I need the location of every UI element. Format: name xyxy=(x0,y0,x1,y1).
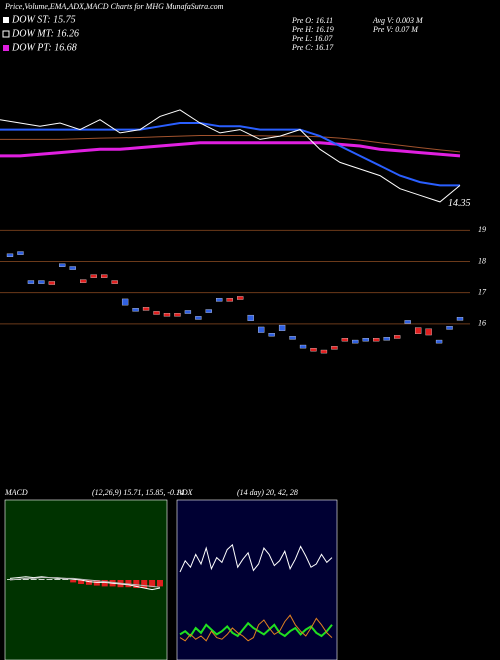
macd-title: MACD xyxy=(4,488,28,497)
candle-body xyxy=(27,280,35,284)
legend-swatch xyxy=(2,30,10,38)
dow-label: DOW PT: 16.68 xyxy=(11,42,77,53)
histogram-bar xyxy=(38,579,45,580)
histogram-bar xyxy=(141,580,148,588)
candle-body xyxy=(299,344,307,349)
candle-body xyxy=(446,326,453,330)
candle-body xyxy=(174,313,181,317)
histogram-bar xyxy=(30,579,37,580)
page-title: Price,Volume,EMA,ADX,MACD Charts for MHG… xyxy=(4,2,224,11)
candle-body xyxy=(278,324,286,331)
y-tick-label: 18 xyxy=(478,256,486,265)
histogram-bar xyxy=(78,580,85,584)
pre-label: Pre H: 16.19 xyxy=(291,25,334,34)
y-tick-label: 17 xyxy=(478,288,487,297)
candle-body xyxy=(310,347,317,352)
candle-body xyxy=(153,311,160,315)
candle-body xyxy=(341,338,349,342)
series-line xyxy=(0,109,461,203)
dow-label: DOW MT: 16.26 xyxy=(11,28,79,39)
candle-body xyxy=(69,266,76,270)
candle-body xyxy=(59,263,66,267)
series-line xyxy=(9,577,161,588)
macd-params: (12,26,9) 15.71, 15.85, -0.14 xyxy=(92,488,184,497)
pre-label: Pre O: 16.11 xyxy=(291,16,333,25)
adx-params: (14 day) 20, 42, 28 xyxy=(237,488,298,497)
candle-body xyxy=(237,296,244,300)
histogram-bar xyxy=(62,579,69,580)
series-line xyxy=(0,135,461,153)
candle-body xyxy=(38,280,45,284)
candle-body xyxy=(352,339,359,344)
candle-body xyxy=(163,313,171,317)
dow-label: DOW ST: 15.75 xyxy=(11,14,76,25)
candle-body xyxy=(184,310,192,314)
candle-body xyxy=(121,298,129,306)
series-line xyxy=(179,543,333,573)
histogram-bar xyxy=(22,579,29,580)
histogram-bar xyxy=(46,579,53,580)
candle-body xyxy=(435,339,443,344)
series-line xyxy=(179,621,333,638)
series-line xyxy=(179,614,333,642)
candle-body xyxy=(205,309,212,313)
series-line xyxy=(0,122,460,187)
candle-body xyxy=(226,298,233,302)
candle-body xyxy=(111,280,118,284)
annotation-label: 14.35 xyxy=(448,198,471,209)
candle-body xyxy=(289,336,296,340)
histogram-bar xyxy=(133,580,140,588)
y-tick-label: 16 xyxy=(478,319,486,328)
candle-body xyxy=(383,337,390,341)
candle-body xyxy=(425,328,432,336)
pre-label: Pre L: 16.07 xyxy=(291,34,333,43)
candle-body xyxy=(414,327,422,334)
histogram-bar xyxy=(85,580,92,585)
pre-label: Pre C: 16.17 xyxy=(291,43,334,52)
candle-body xyxy=(331,346,338,350)
candle-body xyxy=(48,281,56,285)
adx-title: ADX xyxy=(176,488,194,497)
y-tick-label: 19 xyxy=(478,225,486,234)
candle-body xyxy=(320,349,328,354)
candle-body xyxy=(404,320,411,324)
candle-body xyxy=(6,253,14,257)
legend-swatch xyxy=(3,17,9,23)
histogram-bar xyxy=(70,580,77,583)
candle-body xyxy=(132,308,139,312)
candle-body xyxy=(216,298,223,302)
candle-body xyxy=(80,279,87,283)
adx-panel xyxy=(176,499,338,660)
candle-body xyxy=(90,274,97,278)
candle-body xyxy=(247,314,254,321)
series-line xyxy=(0,141,461,158)
candle-body xyxy=(101,274,108,278)
candle-body xyxy=(142,307,150,311)
series-line xyxy=(9,576,161,591)
histogram-bar xyxy=(157,580,163,587)
histogram-bar xyxy=(101,580,108,587)
volume-label: Pre V: 0.07 M xyxy=(372,25,419,34)
histogram-bar xyxy=(149,580,156,588)
volume-label: Avg V: 0.003 M xyxy=(372,16,424,25)
histogram-bar xyxy=(54,579,61,580)
candle-body xyxy=(17,251,24,255)
candle-body xyxy=(373,338,380,342)
candle-body xyxy=(195,316,202,320)
candle-body xyxy=(394,335,401,339)
candle-body xyxy=(268,333,275,337)
legend-swatch xyxy=(3,45,9,51)
candle-body xyxy=(362,338,369,342)
candle-body xyxy=(456,317,464,321)
candle-body xyxy=(258,326,265,333)
